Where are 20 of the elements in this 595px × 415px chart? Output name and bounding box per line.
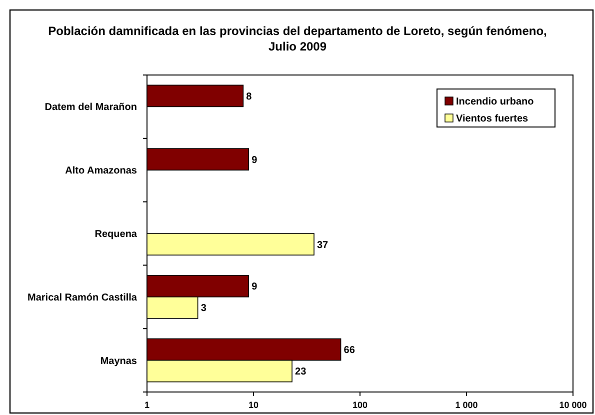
data-label: 3 (200, 303, 207, 314)
data-label: 8 (246, 91, 252, 102)
x-tick-label: 1 (144, 400, 150, 410)
data-label: 23 (295, 366, 307, 378)
y-tick-label: Requena (94, 229, 138, 240)
x-tick-label: 1 000 (455, 400, 478, 410)
y-tick-label: Alto Amazonas (65, 166, 138, 177)
x-tick-label: 100 (352, 400, 368, 410)
data-label: 37 (317, 240, 329, 251)
chart-title: Población damnificada en las provincias del departamento de Loreto, según fenómeno, Julio 2009 (48, 24, 547, 54)
data-label: 9 (252, 282, 258, 293)
legend-label: Incendio urbano (456, 96, 534, 108)
legend-label: Vientos fuertes (456, 114, 528, 124)
data-label: 9 (252, 154, 258, 166)
data-label: 66 (344, 345, 356, 356)
y-tick-label: Datem del Marañon (44, 102, 137, 114)
x-tick-label: 10 000 (559, 400, 587, 410)
y-tick-label: Marical Ramón Castilla (28, 292, 138, 304)
x-tick-label: 10 (248, 400, 259, 410)
y-tick-label: Maynas (100, 356, 138, 367)
